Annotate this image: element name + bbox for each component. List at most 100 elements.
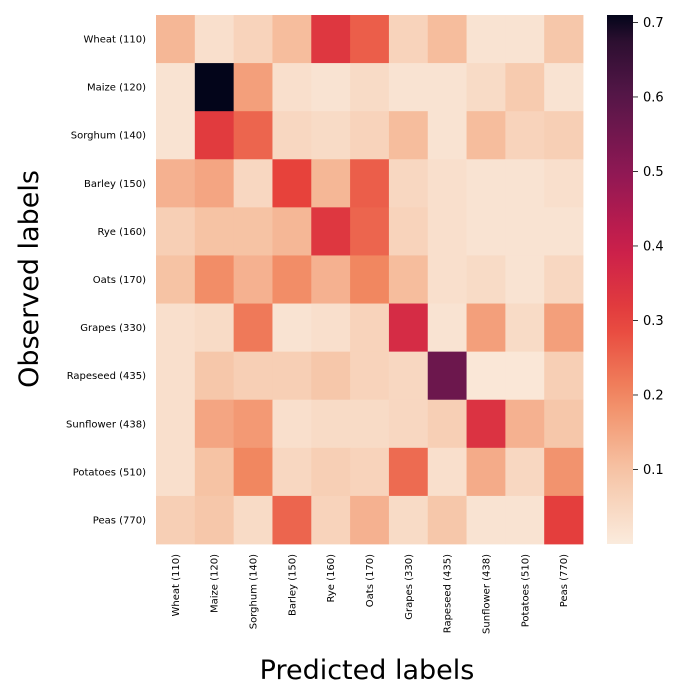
- heatmap-cell-r4-c6: [388, 207, 429, 256]
- heatmap-cell-r0-c9: [505, 15, 545, 64]
- heatmap-cell-r8-c6: [388, 399, 429, 449]
- y-tick-label: Sorghum (140): [71, 131, 146, 142]
- heatmap-cell-r8-c2: [233, 399, 273, 449]
- heatmap-cell-r4-c8: [466, 207, 506, 256]
- heatmap-cell-r1-c3: [272, 63, 312, 112]
- y-tick-label: Potatoes (510): [73, 467, 146, 478]
- heatmap-cell-r8-c3: [272, 399, 312, 449]
- heatmap-cell-r9-c2: [233, 447, 273, 497]
- y-axis-title: Observed labels: [14, 170, 45, 388]
- heatmap-cell-r2-c0: [156, 111, 196, 160]
- y-tick-label: Maize (120): [87, 83, 146, 94]
- heatmap-cell-r10-c5: [350, 495, 390, 545]
- heatmap-cell-r5-c1: [194, 255, 235, 304]
- heatmap-cell-r6-c6: [388, 303, 429, 353]
- heatmap-cell-r10-c10: [544, 495, 584, 545]
- heatmap-cell-r5-c10: [544, 255, 584, 304]
- x-tick-label: Barley (150): [287, 554, 298, 616]
- heatmap-cell-r9-c0: [156, 447, 196, 497]
- colorbar-ticks: 0.1 0.2 0.3 0.4 0.5 0.6 0.7: [633, 16, 664, 478]
- heatmap-cell-r9-c9: [505, 447, 545, 497]
- heatmap-cell-r8-c10: [544, 399, 584, 449]
- heatmap-cell-r5-c7: [427, 255, 467, 304]
- heatmap-cell-r5-c2: [233, 255, 273, 304]
- heatmap-cell-r5-c4: [311, 255, 351, 304]
- heatmap-cell-r2-c3: [272, 111, 312, 160]
- heatmap-cell-r4-c7: [427, 207, 467, 256]
- colorbar-tick-label: 0.3: [643, 314, 664, 329]
- heatmap-cell-r2-c6: [388, 111, 429, 160]
- heatmap-cell-r6-c0: [156, 303, 196, 353]
- heatmap-cell-r9-c10: [544, 447, 584, 497]
- heatmap-cell-r8-c8: [466, 399, 506, 449]
- heatmap-cell-r3-c5: [350, 159, 390, 208]
- heatmap-cell-r6-c2: [233, 303, 273, 353]
- heatmap-cell-r0-c1: [194, 15, 235, 64]
- colorbar-tick-label: 0.7: [643, 16, 664, 31]
- heatmap-cell-r2-c8: [466, 111, 506, 160]
- x-tick-label: Potatoes (510): [520, 554, 531, 627]
- heatmap-cell-r10-c0: [156, 495, 196, 545]
- heatmap-cell-r5-c6: [388, 255, 429, 304]
- heatmap-cell-r4-c10: [544, 207, 584, 256]
- heatmap-cell-r8-c0: [156, 399, 196, 449]
- colorbar-tick-label: 0.1: [643, 463, 664, 478]
- heatmap-cell-r6-c5: [350, 303, 390, 353]
- heatmap-cell-r9-c7: [427, 447, 467, 497]
- y-tick-label: Rye (160): [97, 227, 146, 238]
- heatmap-cell-r4-c4: [311, 207, 351, 256]
- colorbar-tick-label: 0.2: [643, 388, 664, 403]
- heatmap-cell-r2-c4: [311, 111, 351, 160]
- heatmap-cell-r10-c8: [466, 495, 506, 545]
- heatmap-cell-r0-c2: [233, 15, 273, 64]
- heatmap-cell-r9-c1: [194, 447, 235, 497]
- heatmap-cell-r5-c9: [505, 255, 545, 304]
- y-tick-labels: Wheat (110) Maize (120) Sorghum (140) Barle…: [66, 35, 146, 527]
- heatmap-cell-r6-c7: [427, 303, 467, 353]
- x-tick-label: Peas (770): [559, 554, 570, 607]
- heatmap-cell-r1-c6: [388, 63, 429, 112]
- heatmap-cell-r1-c10: [544, 63, 584, 112]
- y-tick-label: Grapes (330): [80, 323, 146, 334]
- heatmap-cell-r6-c1: [194, 303, 235, 353]
- heatmap-cell-r7-c2: [233, 351, 273, 401]
- colorbar-gradient: [607, 15, 633, 544]
- heatmap-cell-r2-c7: [427, 111, 467, 160]
- x-tick-label: Grapes (330): [404, 554, 415, 620]
- y-tick-label: Rapeseed (435): [67, 371, 146, 382]
- heatmap-cell-r3-c1: [194, 159, 235, 208]
- heatmap-cell-r7-c7: [427, 351, 467, 401]
- heatmap-cell-r1-c0: [156, 63, 196, 112]
- heatmap-cell-r3-c2: [233, 159, 273, 208]
- heatmap-cell-r4-c3: [272, 207, 312, 256]
- heatmap-cell-r10-c6: [388, 495, 429, 545]
- heatmap-cell-r6-c4: [311, 303, 351, 353]
- heatmap-cell-r10-c9: [505, 495, 545, 545]
- y-tick-label: Wheat (110): [84, 35, 147, 46]
- heatmap-cell-r7-c4: [311, 351, 351, 401]
- y-tick-label: Peas (770): [93, 515, 146, 526]
- heatmap-cell-r2-c2: [233, 111, 273, 160]
- x-tick-label: Maize (120): [210, 554, 221, 613]
- heatmap-cell-r10-c7: [427, 495, 467, 545]
- heatmap-cell-r3-c4: [311, 159, 351, 208]
- heatmap-cell-r1-c5: [350, 63, 390, 112]
- heatmap-cell-r7-c1: [194, 351, 235, 401]
- heatmap-cell-r3-c0: [156, 159, 196, 208]
- heatmap-cell-r4-c1: [194, 207, 235, 256]
- heatmap-cell-r7-c0: [156, 351, 196, 401]
- x-tick-label: Wheat (110): [171, 554, 182, 617]
- x-tick-labels: Wheat (110) Maize (120) Sorghum (140) Barle…: [171, 554, 570, 634]
- heatmap-cell-r9-c5: [350, 447, 390, 497]
- heatmap-cells: [156, 15, 584, 545]
- colorbar-tick-label: 0.4: [643, 239, 664, 254]
- heatmap-cell-r5-c3: [272, 255, 312, 304]
- colorbar-tick-label: 0.6: [643, 90, 664, 105]
- heatmap-cell-r7-c5: [350, 351, 390, 401]
- heatmap-cell-r10-c2: [233, 495, 273, 545]
- heatmap-cell-r2-c10: [544, 111, 584, 160]
- heatmap-cell-r0-c6: [388, 15, 429, 64]
- x-tick-label: Sunflower (438): [481, 554, 492, 634]
- heatmap-cell-r1-c1: [194, 63, 235, 112]
